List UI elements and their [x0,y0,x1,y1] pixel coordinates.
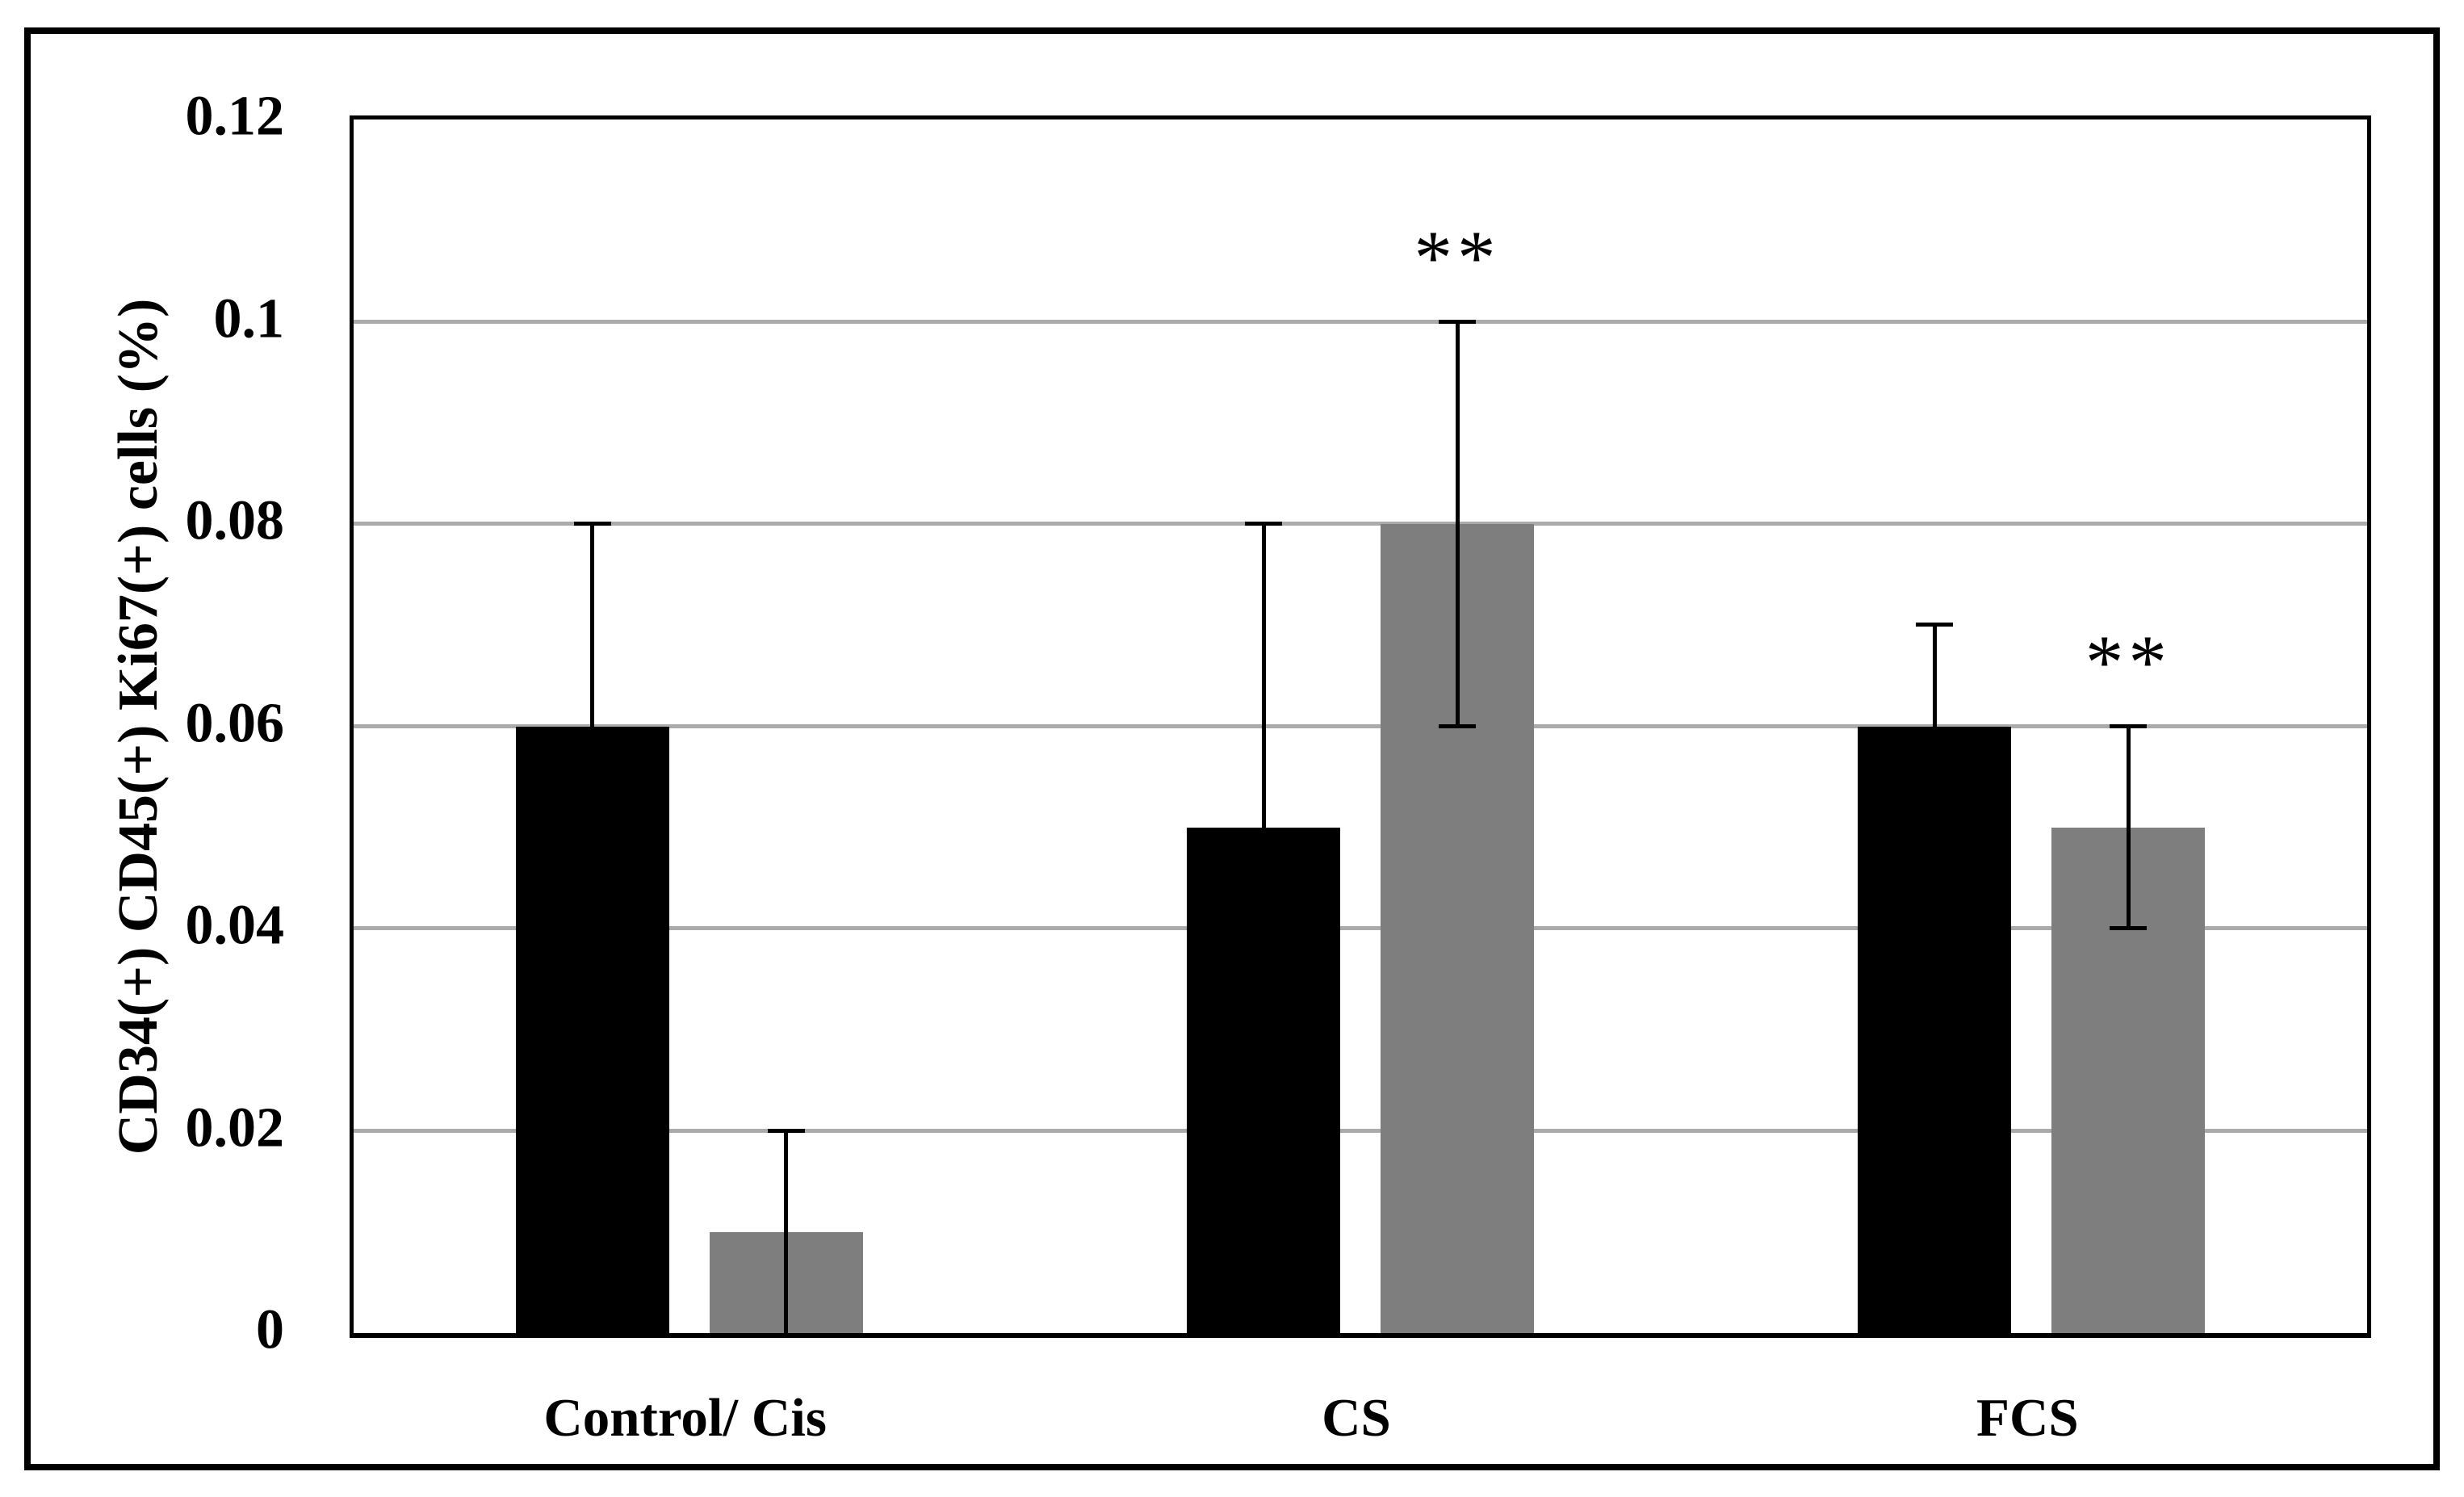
y-axis-title: CD34(+) CD45(+) Ki67(+) cells (%) [107,298,170,1155]
gridline-0.04 [354,926,2367,930]
gridline-0.06 [354,723,2367,728]
bar-black-control-cis [515,726,669,1333]
error-bar-black-control-cis [590,524,595,727]
gridline-0.08 [354,522,2367,526]
error-bar-cap-top [767,1128,805,1133]
figure-border [24,27,2440,1470]
error-bar-cap-bottom [1439,723,1476,728]
error-bar-cap-top [573,522,611,526]
error-bar-gray-fcs [2126,726,2131,929]
y-tick-label-0: 0 [256,1298,284,1361]
y-tick-label-0.08: 0.08 [185,489,285,552]
y-tick-label-0.12: 0.12 [185,85,285,148]
bar-black-fcs [1858,726,2012,1333]
y-tick-label-0.06: 0.06 [185,691,285,754]
error-bar-black-cs [1261,524,1266,828]
error-bar-cap-top [1916,623,1954,627]
y-tick-label-0.04: 0.04 [185,894,285,957]
error-bar-cap-top [1245,522,1282,526]
error-bar-cap-top [1439,319,1476,324]
error-bar-cap-bottom [2110,926,2148,930]
y-tick-label-0.02: 0.02 [185,1096,285,1159]
gridline-0.1 [354,319,2367,324]
x-category-label-control-cis: Control/ Cis [543,1388,827,1448]
significance-marker-cs: ** [1414,214,1501,300]
error-bar-gray-control-cis [784,1130,789,1333]
plot-area: ** ** [350,115,2371,1338]
bar-black-cs [1187,827,1340,1333]
significance-marker-fcs: ** [2085,619,2172,705]
gridline-0.02 [354,1128,2367,1133]
error-bar-black-fcs [1932,625,1937,727]
error-bar-cap-top [2110,723,2148,728]
x-category-label-fcs: FCS [1976,1388,2079,1448]
y-tick-label-0.1: 0.1 [213,287,285,350]
x-category-label-cs: CS [1322,1388,1391,1448]
error-bar-gray-cs [1455,321,1460,727]
